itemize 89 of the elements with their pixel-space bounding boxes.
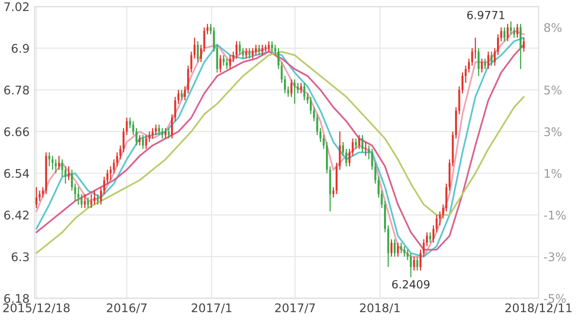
candlestick [474, 37, 476, 60]
candlestick [413, 256, 416, 272]
candlestick [180, 89, 183, 101]
candlestick [222, 54, 225, 66]
candlestick [94, 190, 96, 206]
candlestick [58, 155, 60, 170]
candlestick [252, 48, 254, 60]
candlestick [394, 238, 396, 258]
y-tick-label: 6.54 [4, 168, 30, 178]
candlestick [410, 252, 412, 278]
candlestick [516, 23, 518, 38]
candlestick [503, 26, 506, 42]
candlestick [480, 58, 483, 74]
y-tick-label: 7.02 [4, 2, 29, 12]
candlestick [506, 23, 509, 42]
y2-tick-label: 3% [544, 127, 562, 136]
candlestick [296, 82, 299, 94]
candlestick [371, 148, 374, 170]
x-tick-label: 2017/7 [275, 303, 315, 314]
y2-tick-label: -3% [544, 252, 566, 262]
x-tick-label: 2015/12/18 [3, 303, 70, 314]
y2-tick-label: 1% [544, 168, 562, 178]
candlestick [254, 44, 257, 56]
candlestick [294, 78, 296, 104]
candlestick [406, 249, 409, 261]
candlestick [145, 134, 148, 150]
y2-tick-label: -1% [544, 210, 566, 220]
candlestick [490, 51, 492, 66]
candlestick [354, 138, 357, 150]
candlestick [416, 256, 418, 272]
candlestick [154, 124, 157, 136]
candlestick [68, 166, 70, 181]
y-tick-label: 6.18 [4, 294, 29, 303]
x-tick-label: 2018/1 [360, 303, 400, 314]
candlestick [164, 128, 166, 140]
candlestick [271, 40, 274, 52]
y2-tick-label: -5% [544, 294, 566, 303]
y2-tick-label: 8% [544, 23, 562, 32]
candlestick [138, 134, 141, 146]
y-tick-label: 6.3 [12, 252, 29, 262]
candlestick [161, 128, 164, 140]
candlestick [478, 48, 480, 77]
candlestick [248, 48, 250, 60]
candlestick [338, 131, 341, 170]
y-tick-label: 6.66 [4, 127, 29, 136]
candlestick [364, 141, 367, 156]
candlestick [48, 152, 50, 167]
candlestick [236, 40, 238, 60]
candlestick [522, 37, 525, 52]
candlestick [290, 78, 292, 98]
candlestick [84, 194, 86, 209]
candlestick [396, 242, 399, 258]
candlestick [261, 44, 264, 56]
annotation: 6.9771 [467, 10, 504, 20]
candlestick [487, 51, 490, 70]
candlestick [358, 134, 360, 150]
x-tick-label: 2018/12/11 [505, 303, 572, 314]
x-tick-label: 2017/1 [192, 303, 232, 314]
y-tick-label: 6.42 [4, 210, 29, 220]
candlestick [400, 242, 402, 254]
y-tick-label: 6.78 [4, 86, 29, 95]
candlestick [52, 155, 54, 170]
candlestick [219, 54, 222, 74]
candlestick [245, 48, 248, 60]
candlestick [148, 131, 150, 143]
candlestick [484, 58, 486, 70]
candlestick [300, 82, 302, 94]
candlestick [158, 124, 160, 136]
y-tick-label: 6.9 [12, 44, 29, 53]
candlestick [106, 169, 108, 184]
candlestick [87, 197, 90, 209]
candlestick [77, 186, 80, 206]
candlestick [258, 44, 260, 56]
candlestick [510, 20, 512, 35]
candlestick [520, 23, 522, 70]
candlestick [229, 54, 232, 70]
candlestick [403, 246, 406, 258]
candlestick [152, 128, 154, 140]
candlestick [35, 186, 38, 209]
candlestick [226, 58, 228, 70]
candlestick [303, 82, 306, 101]
candlestick [196, 40, 199, 63]
candlestick [361, 134, 364, 153]
x-tick-label: 2016/7 [106, 303, 147, 314]
annotation: 6.2409 [392, 280, 430, 289]
candlestick [390, 238, 392, 258]
candlestick [142, 134, 144, 150]
candlestick [268, 40, 270, 52]
y2-tick-label: 5% [544, 86, 562, 95]
